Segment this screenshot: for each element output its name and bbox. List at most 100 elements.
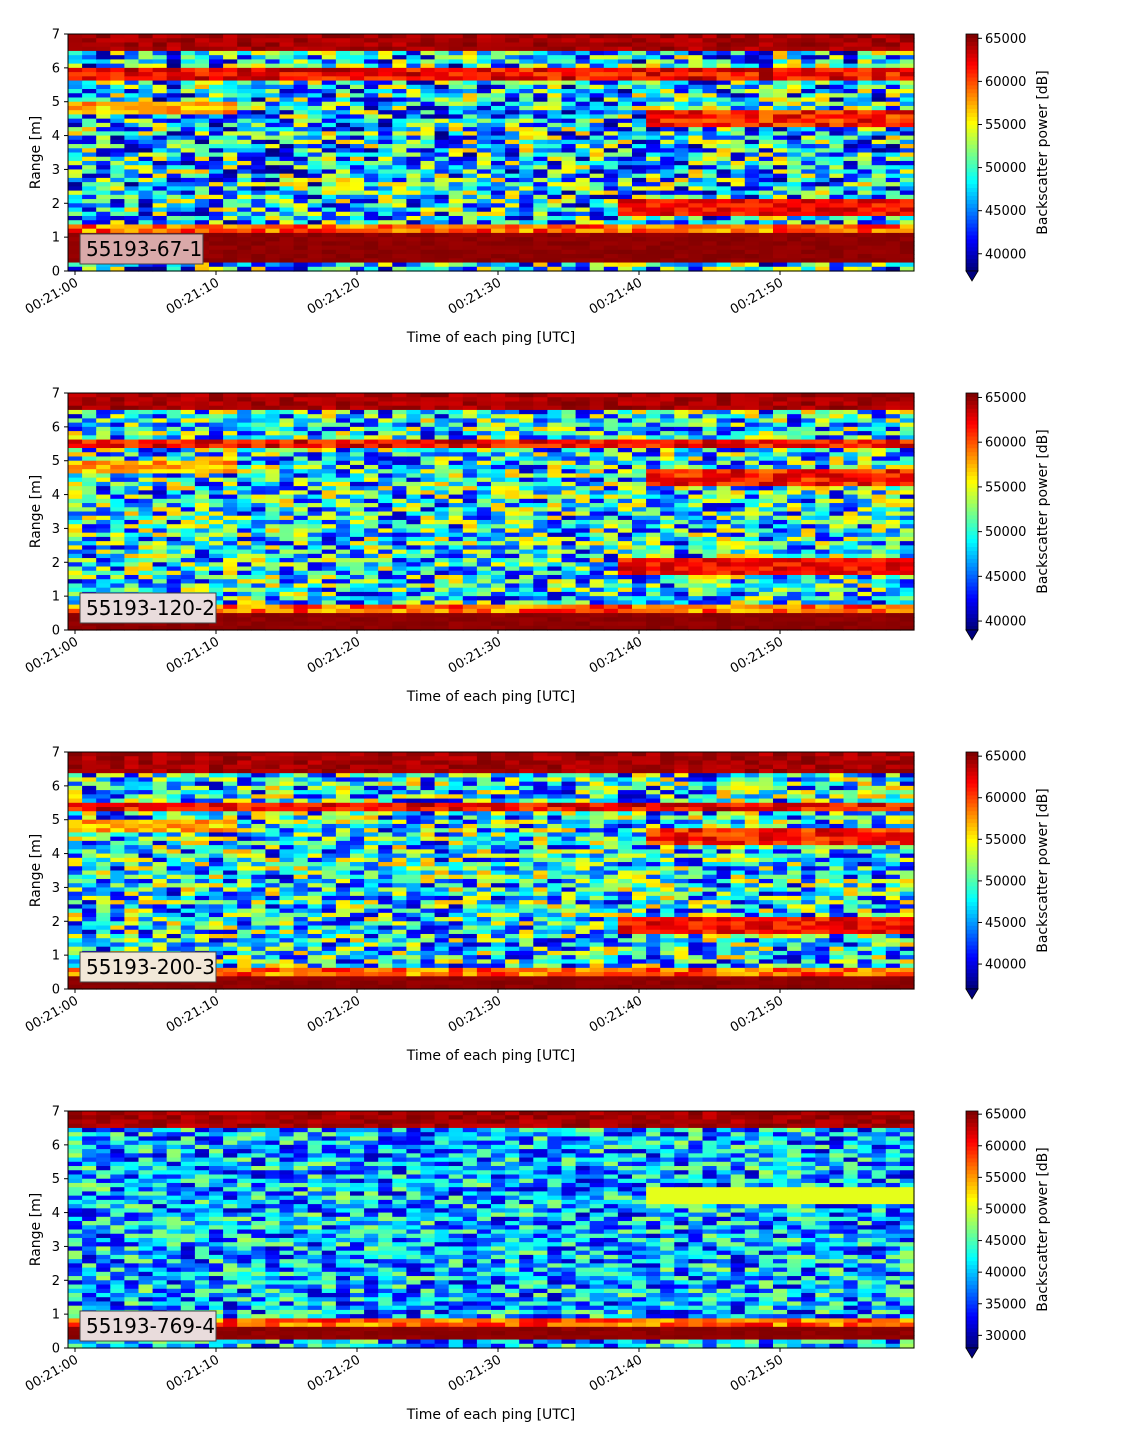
heatmap-cell bbox=[885, 152, 901, 158]
heatmap-cell bbox=[744, 254, 760, 259]
heatmap-cell bbox=[561, 84, 577, 90]
heatmap-cell bbox=[533, 262, 548, 268]
heatmap-cell bbox=[321, 452, 337, 458]
heatmap-cell bbox=[758, 46, 774, 52]
heatmap-cell bbox=[589, 139, 605, 145]
heatmap-cell bbox=[758, 245, 774, 251]
heatmap-cell bbox=[152, 46, 168, 52]
heatmap-cell bbox=[420, 426, 436, 432]
heatmap-cell bbox=[265, 131, 281, 137]
heatmap-cell bbox=[321, 464, 337, 470]
heatmap-cell bbox=[815, 177, 830, 183]
colorbar-segment bbox=[966, 211, 978, 217]
heatmap-cell bbox=[758, 169, 774, 175]
heatmap-cell bbox=[110, 186, 125, 192]
heatmap-cell bbox=[321, 503, 337, 508]
heatmap-cell bbox=[378, 583, 393, 589]
heatmap-cell bbox=[350, 553, 365, 559]
heatmap-cell bbox=[392, 519, 407, 525]
heatmap-cell bbox=[279, 600, 295, 606]
heatmap-cell bbox=[251, 426, 266, 432]
heatmap-cell bbox=[392, 583, 407, 589]
heatmap-cell bbox=[68, 203, 83, 209]
heatmap-cell bbox=[519, 224, 534, 230]
heatmap-cell bbox=[110, 160, 125, 166]
heatmap-cell bbox=[110, 579, 125, 585]
heatmap-cell bbox=[815, 139, 830, 145]
heatmap-cell bbox=[194, 224, 210, 230]
heatmap-cell bbox=[350, 409, 365, 415]
heatmap-cell bbox=[223, 135, 238, 141]
heatmap-cell bbox=[293, 545, 309, 551]
heatmap-cell bbox=[773, 122, 788, 128]
heatmap-cell bbox=[166, 59, 182, 65]
heatmap-cell bbox=[166, 566, 182, 572]
heatmap-cell bbox=[392, 566, 407, 572]
heatmap-cell bbox=[476, 237, 492, 242]
heatmap-cell bbox=[589, 156, 605, 162]
heatmap-cell bbox=[293, 152, 309, 158]
heatmap-cell bbox=[82, 460, 97, 466]
heatmap-cell bbox=[434, 532, 450, 538]
heatmap-cell bbox=[321, 439, 337, 445]
heatmap-cell bbox=[138, 89, 154, 94]
heatmap-cell bbox=[166, 67, 182, 73]
heatmap-cell bbox=[180, 186, 196, 192]
heatmap-cell bbox=[364, 515, 379, 521]
heatmap-cell bbox=[617, 139, 633, 145]
heatmap-cell bbox=[575, 34, 591, 39]
heatmap-cell bbox=[138, 148, 154, 154]
heatmap-cell bbox=[462, 160, 478, 166]
heatmap-cell bbox=[885, 131, 901, 137]
colorbar-segment bbox=[966, 239, 978, 244]
heatmap-cell bbox=[744, 76, 760, 82]
heatmap-cell bbox=[223, 55, 238, 60]
heatmap-cell bbox=[730, 46, 746, 52]
heatmap-cell bbox=[265, 511, 281, 517]
heatmap-cell bbox=[406, 515, 422, 521]
heatmap-cell bbox=[773, 144, 788, 149]
heatmap-cell bbox=[758, 224, 774, 230]
heatmap-cell bbox=[152, 473, 168, 479]
heatmap-cell bbox=[364, 486, 379, 491]
heatmap-cell bbox=[660, 190, 675, 196]
heatmap-cell bbox=[279, 524, 295, 530]
heatmap-cell bbox=[96, 621, 111, 627]
heatmap-cell bbox=[632, 80, 647, 86]
heatmap-cell bbox=[237, 604, 252, 610]
heatmap-cell bbox=[434, 186, 450, 192]
heatmap-cell bbox=[138, 34, 154, 39]
heatmap-cell bbox=[392, 625, 407, 631]
heatmap-cell bbox=[307, 211, 323, 217]
heatmap-cell bbox=[307, 76, 323, 82]
heatmap-cell bbox=[533, 97, 548, 103]
heatmap-cell bbox=[321, 541, 337, 546]
heatmap-cell bbox=[166, 110, 182, 116]
heatmap-cell bbox=[617, 199, 633, 204]
heatmap-cell bbox=[265, 182, 281, 187]
heatmap-cell bbox=[321, 55, 337, 60]
heatmap-cell bbox=[307, 67, 323, 73]
heatmap-cell bbox=[829, 46, 845, 52]
heatmap-cell bbox=[589, 220, 605, 226]
heatmap-cell bbox=[194, 190, 210, 196]
heatmap-cell bbox=[364, 608, 379, 614]
heatmap-cell bbox=[674, 211, 689, 217]
heatmap-cell bbox=[575, 118, 591, 124]
heatmap-cell bbox=[335, 262, 351, 268]
heatmap-cell bbox=[420, 409, 436, 415]
heatmap-cell bbox=[378, 591, 393, 597]
heatmap-cell bbox=[392, 232, 407, 238]
heatmap-cell bbox=[547, 249, 563, 255]
heatmap-cell bbox=[462, 110, 478, 116]
heatmap-cell bbox=[321, 532, 337, 538]
heatmap-cell bbox=[899, 50, 915, 56]
heatmap-cell bbox=[434, 127, 450, 132]
heatmap-cell bbox=[773, 139, 788, 145]
heatmap-cell bbox=[617, 46, 633, 52]
heatmap-cell bbox=[110, 224, 125, 230]
heatmap-cell bbox=[265, 97, 281, 103]
heatmap-cell bbox=[815, 76, 830, 82]
heatmap-cell bbox=[716, 46, 732, 52]
heatmap-cell bbox=[152, 481, 168, 487]
